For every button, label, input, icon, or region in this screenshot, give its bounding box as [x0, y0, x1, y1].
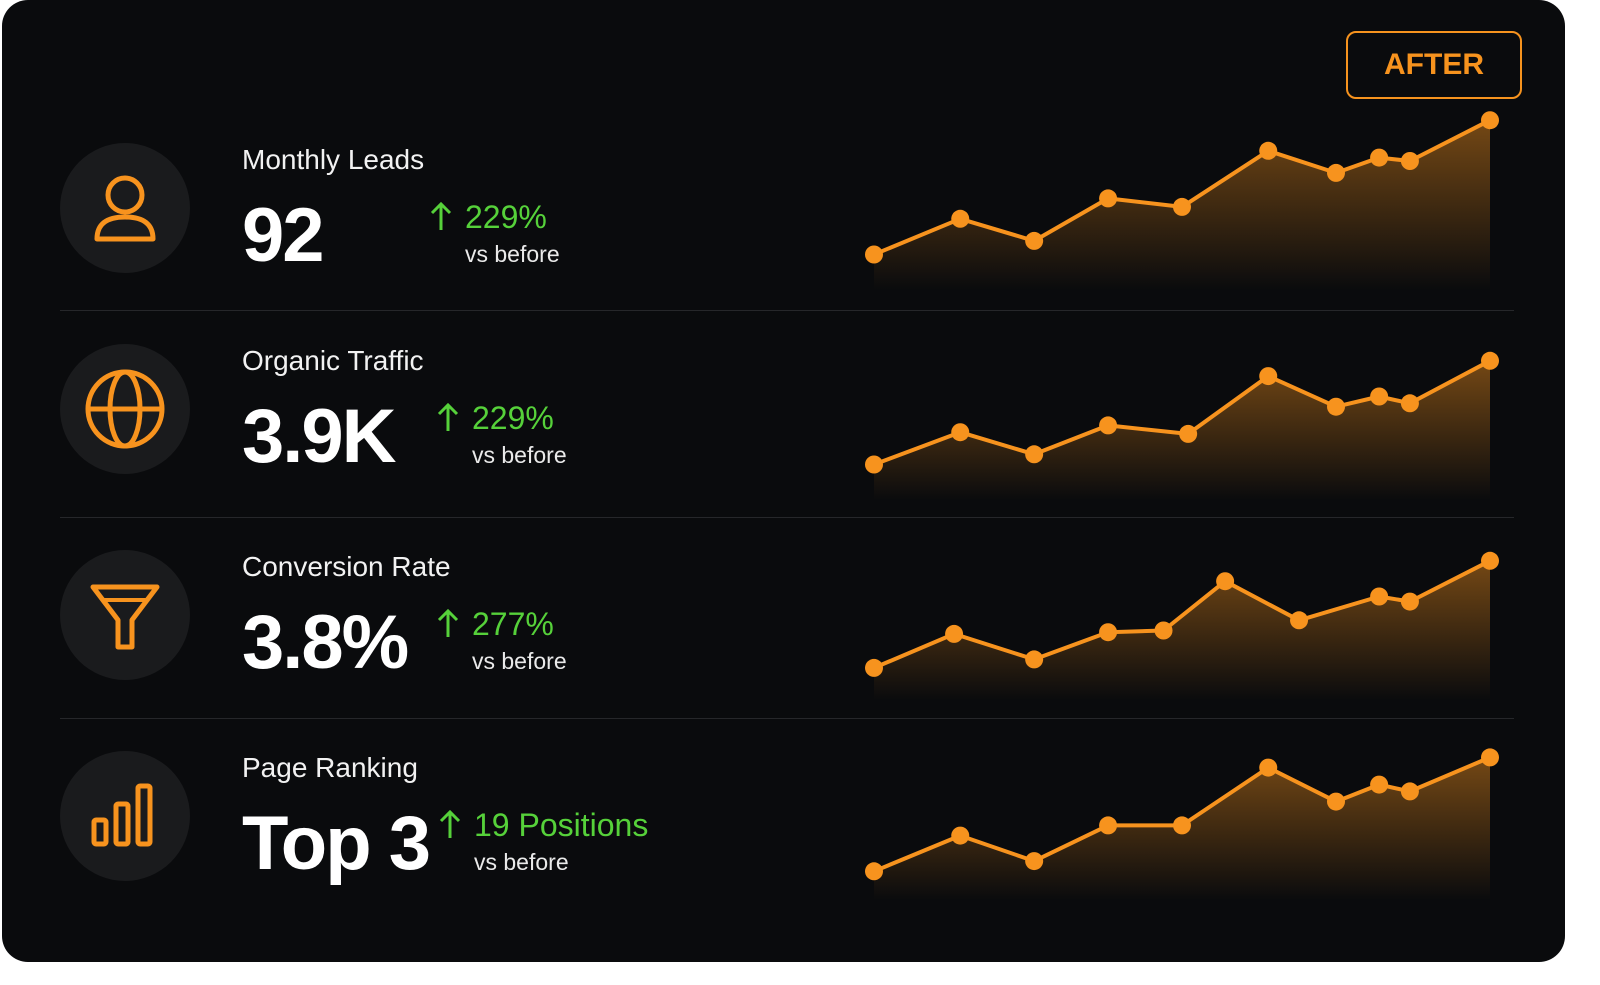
sparkline-point: [1327, 792, 1345, 811]
sparkline-line: [873, 559, 1491, 670]
metric-value: 3.9K: [242, 394, 397, 479]
sparkline-point: [1370, 587, 1389, 606]
sparkline-point: [1025, 650, 1044, 669]
sparkline-point: [1173, 816, 1191, 835]
row-divider: [60, 718, 1514, 719]
icon-glyph: [94, 175, 156, 242]
metric-note: vs before: [472, 648, 567, 674]
metric-note: vs before: [472, 442, 567, 468]
metric-title: Page Ranking: [242, 752, 418, 783]
sparkline-line: [873, 755, 1491, 874]
metric-title: Organic Traffic: [242, 345, 424, 376]
sparkline-area: [874, 360, 1490, 500]
metric-value: 3.8%: [242, 600, 409, 685]
row-divider: [60, 517, 1514, 518]
sparkline: [862, 95, 1522, 295]
sparkline-point: [1099, 623, 1118, 642]
up-arrow: [436, 401, 460, 433]
sparkline-point: [865, 658, 883, 677]
sparkline-line: [873, 118, 1491, 257]
sparkline-point: [1259, 367, 1278, 386]
arrow-glyph: [437, 608, 459, 637]
sparkline-point: [1099, 816, 1118, 835]
metric-icon: [60, 550, 190, 680]
sparkline-point: [1179, 424, 1198, 443]
sparkline-point: [1400, 152, 1419, 170]
metric-note: vs before: [465, 241, 560, 267]
sparkline-point: [1481, 111, 1499, 130]
dashboard-card: AFTER Monthly Leads 92 229% vs before Organi…: [2, 0, 1565, 962]
sparkline-point: [865, 245, 883, 264]
metric-icon: [60, 751, 190, 881]
sparkline-line: [873, 359, 1491, 467]
sparkline-point: [1025, 231, 1044, 250]
metric-title: Conversion Rate: [242, 551, 451, 582]
metric-value: Top 3: [242, 801, 431, 886]
sparkline-point: [1370, 387, 1389, 406]
metric-change: 229%: [472, 400, 554, 436]
sparkline-point: [1173, 197, 1191, 216]
arrow-glyph: [430, 201, 452, 230]
sparkline-point: [1099, 416, 1118, 435]
sparkline: [862, 505, 1522, 705]
sparkline-point: [1481, 748, 1499, 767]
sparkline-point: [1327, 397, 1345, 416]
metric-icon: [60, 143, 190, 273]
sparkline-point: [1216, 572, 1235, 591]
icon-glyph: [90, 584, 160, 650]
sparkline-point: [865, 455, 883, 474]
metric-change: 277%: [472, 606, 554, 642]
up-arrow: [436, 607, 460, 639]
sparkline-area: [874, 560, 1490, 700]
arrow-glyph: [439, 809, 461, 838]
metric-icon: [60, 344, 190, 474]
sparkline-svg: [865, 551, 1499, 700]
sparkline-point: [1481, 551, 1499, 570]
icon-glyph: [91, 783, 153, 847]
sparkline-point: [1259, 141, 1278, 160]
sparkline: [862, 705, 1522, 905]
metric-note: vs before: [474, 849, 569, 875]
metric-value: 92: [242, 193, 325, 278]
sparkline-point: [1099, 189, 1118, 208]
sparkline-point: [1400, 394, 1419, 413]
sparkline-area: [874, 120, 1490, 290]
sparkline-point: [951, 826, 970, 845]
up-arrow: [438, 808, 462, 840]
sparkline-point: [1025, 852, 1044, 871]
sparkline-point: [1259, 758, 1278, 777]
sparkline-point: [865, 862, 883, 881]
up-arrow: [429, 200, 453, 232]
sparkline-point: [1370, 775, 1389, 794]
metric-change: 19 Positions: [474, 807, 649, 843]
sparkline-point: [1370, 148, 1389, 167]
after-badge: AFTER: [1346, 31, 1522, 99]
arrow-glyph: [437, 402, 459, 431]
sparkline-svg: [865, 351, 1499, 500]
sparkline-point: [1400, 592, 1419, 611]
sparkline-point: [951, 423, 970, 442]
metric-change: 229%: [465, 199, 547, 235]
metric-title: Monthly Leads: [242, 144, 425, 175]
sparkline-svg: [865, 111, 1499, 290]
sparkline-point: [1481, 351, 1499, 370]
row-divider: [60, 310, 1514, 311]
sparkline-point: [945, 624, 964, 643]
sparkline-point: [1025, 445, 1044, 464]
icon-glyph: [85, 369, 165, 449]
sparkline-point: [951, 209, 970, 228]
sparkline-point: [1154, 621, 1173, 640]
sparkline-point: [1327, 163, 1345, 182]
sparkline-point: [1290, 611, 1309, 630]
sparkline: [862, 305, 1522, 505]
sparkline-point: [1400, 782, 1419, 801]
sparkline-svg: [865, 748, 1499, 900]
